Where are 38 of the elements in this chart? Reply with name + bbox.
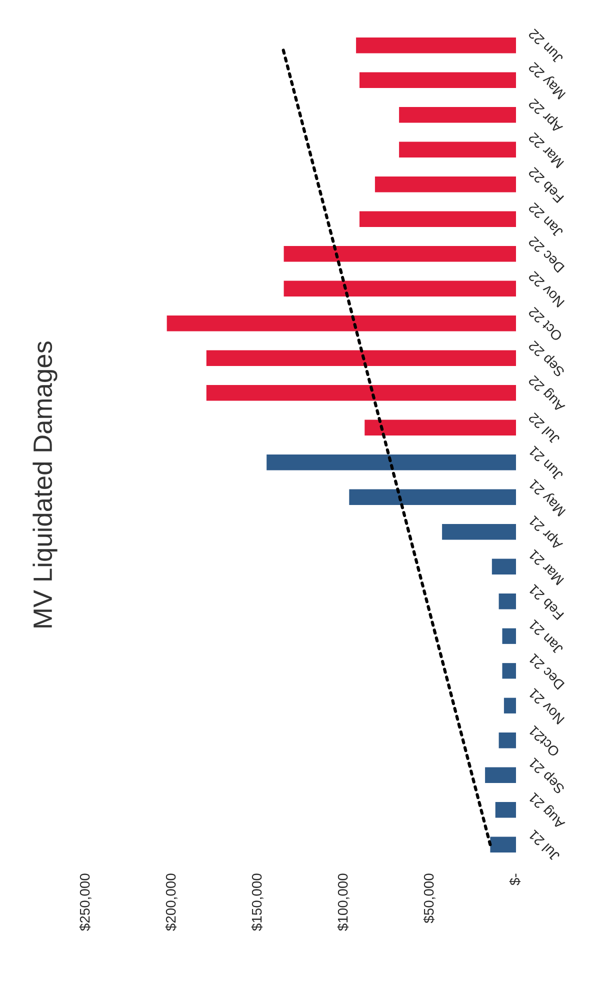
bar xyxy=(399,107,516,123)
bar xyxy=(284,246,516,262)
bar xyxy=(498,732,516,748)
bar xyxy=(399,142,516,158)
y-tick-label: Oct 22 xyxy=(528,306,563,342)
x-tick-label: $150,000 xyxy=(251,874,264,931)
bar xyxy=(442,524,516,540)
y-tick-label: Mar 21 xyxy=(528,549,564,586)
x-tick-label: $50,000 xyxy=(423,874,436,924)
bar xyxy=(498,594,516,610)
text: MV Liquidated Damages xyxy=(32,341,58,628)
bar xyxy=(492,558,516,574)
x-tick-label: $250,000 xyxy=(79,874,92,931)
y-tick-label: Dec 22 xyxy=(528,236,565,273)
bar xyxy=(166,316,516,332)
y-tick-label: Mar 22 xyxy=(528,132,564,168)
bar xyxy=(504,698,516,714)
bar xyxy=(485,767,516,783)
bar xyxy=(284,280,516,296)
bar xyxy=(356,38,516,54)
bar xyxy=(374,176,516,192)
x-tick-label: $100,000 xyxy=(337,874,350,931)
bar xyxy=(495,802,516,818)
bar xyxy=(359,72,516,88)
x-tick-label: $200,000 xyxy=(165,874,178,931)
x-tick-label: $- xyxy=(509,874,521,886)
bar xyxy=(206,385,516,401)
y-tick-label: Jul 22 xyxy=(528,412,560,446)
bar xyxy=(490,836,516,852)
bar xyxy=(349,489,516,505)
bar xyxy=(502,628,516,644)
bar xyxy=(206,350,516,366)
bar xyxy=(359,211,516,227)
bar xyxy=(502,663,516,679)
bar xyxy=(364,420,516,436)
bar xyxy=(266,454,516,470)
y-tick-label: Dec 21 xyxy=(528,653,565,690)
y-tick-label: Jul 21 xyxy=(528,829,560,862)
